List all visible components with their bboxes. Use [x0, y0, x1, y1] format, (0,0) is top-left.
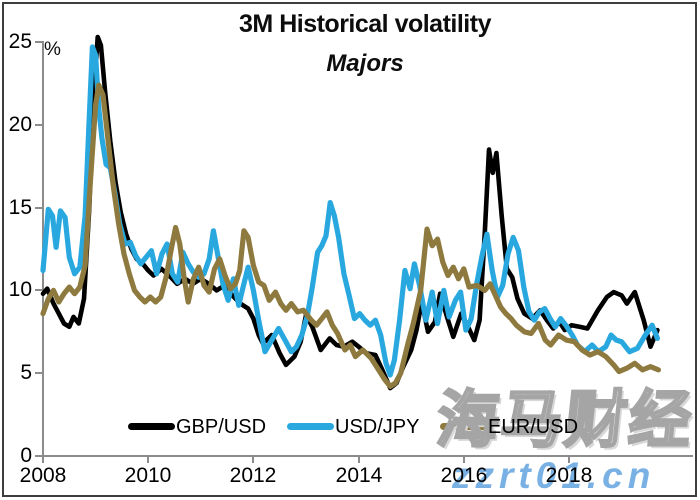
y-tick-mark: [35, 289, 42, 291]
x-tick-label: 2016: [440, 464, 488, 487]
x-tick-label: 2010: [124, 464, 172, 487]
watermark-url-text: zzrt01.cn: [452, 455, 656, 496]
x-tick-mark: [568, 456, 570, 463]
page-title: 3M Historical volatility: [239, 10, 491, 38]
y-tick-label: 0: [20, 444, 32, 467]
x-tick-mark: [42, 456, 44, 463]
y-tick-label: 5: [20, 361, 32, 384]
x-tick-label: 2018: [545, 464, 593, 487]
y-tick-mark: [35, 455, 42, 457]
y-tick-mark: [35, 207, 42, 209]
y-tick-label: 10: [8, 278, 32, 301]
x-tick-label: 2012: [229, 464, 277, 487]
y-tick-mark: [35, 124, 42, 126]
x-tick-label: 2008: [19, 464, 67, 487]
series-line-gbp-usd: [40, 34, 660, 391]
x-tick-label: 2014: [335, 464, 383, 487]
page-subtitle: Majors: [326, 50, 404, 77]
x-tick-mark: [358, 456, 360, 463]
legend-label-usd-jpy: USD/JPY: [335, 416, 420, 438]
x-axis-line: [42, 455, 693, 457]
series-line-eur-usd: [40, 82, 662, 389]
y-tick-label: 15: [8, 196, 32, 219]
legend-swatch-gbp-usd: [128, 423, 175, 430]
y-axis-unit-label: %: [44, 39, 61, 60]
y-tick-label: 25: [8, 30, 32, 53]
x-tick-mark: [463, 456, 465, 463]
y-tick-label: 20: [8, 113, 32, 136]
series-line-usd-jpy: [40, 44, 661, 378]
legend-swatch-eur-usd: [440, 423, 487, 430]
y-tick-mark: [35, 372, 42, 374]
legend-swatch-usd-jpy: [287, 423, 334, 430]
legend-label-gbp-usd: GBP/USD: [176, 416, 267, 438]
y-tick-mark: [35, 41, 42, 43]
x-tick-mark: [147, 456, 149, 463]
x-tick-mark: [252, 456, 254, 463]
legend-label-eur-usd: EUR/USD: [488, 416, 579, 438]
